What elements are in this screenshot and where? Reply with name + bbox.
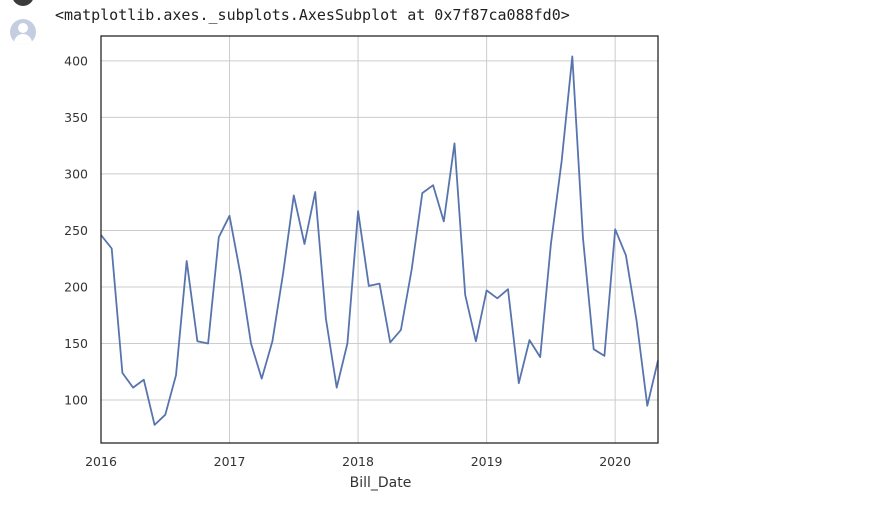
x-tick-labels: 2016 2017 2018 2019 2020 [85,454,631,469]
y-tick-label: 150 [64,336,88,351]
x-axis-label: Bill_Date [350,475,412,491]
avatar-head [18,23,28,33]
series-line [100,55,659,426]
y-tick-label: 200 [64,279,88,294]
x-tick-label: 2018 [342,454,374,469]
y-tick-label: 400 [64,53,88,68]
axes-frame [100,35,659,444]
run-indicator-icon[interactable] [12,0,34,6]
x-tick-label: 2017 [214,454,246,469]
avatar-body [14,34,32,45]
y-tick-label: 300 [64,166,88,181]
user-avatar-icon [10,19,36,45]
y-tick-label: 350 [64,110,88,125]
x-tick-label: 2016 [85,454,117,469]
output-repr-text: <matplotlib.axes._subplots.AxesSubplot a… [55,6,570,24]
x-tick-label: 2019 [471,454,503,469]
series-group [100,55,659,426]
y-tick-label: 100 [64,393,88,408]
x-tick-label: 2020 [599,454,631,469]
cell-gutter [0,0,50,511]
y-tick-labels: 100 150 200 250 300 350 400 [64,53,88,407]
y-tick-label: 250 [64,223,88,238]
